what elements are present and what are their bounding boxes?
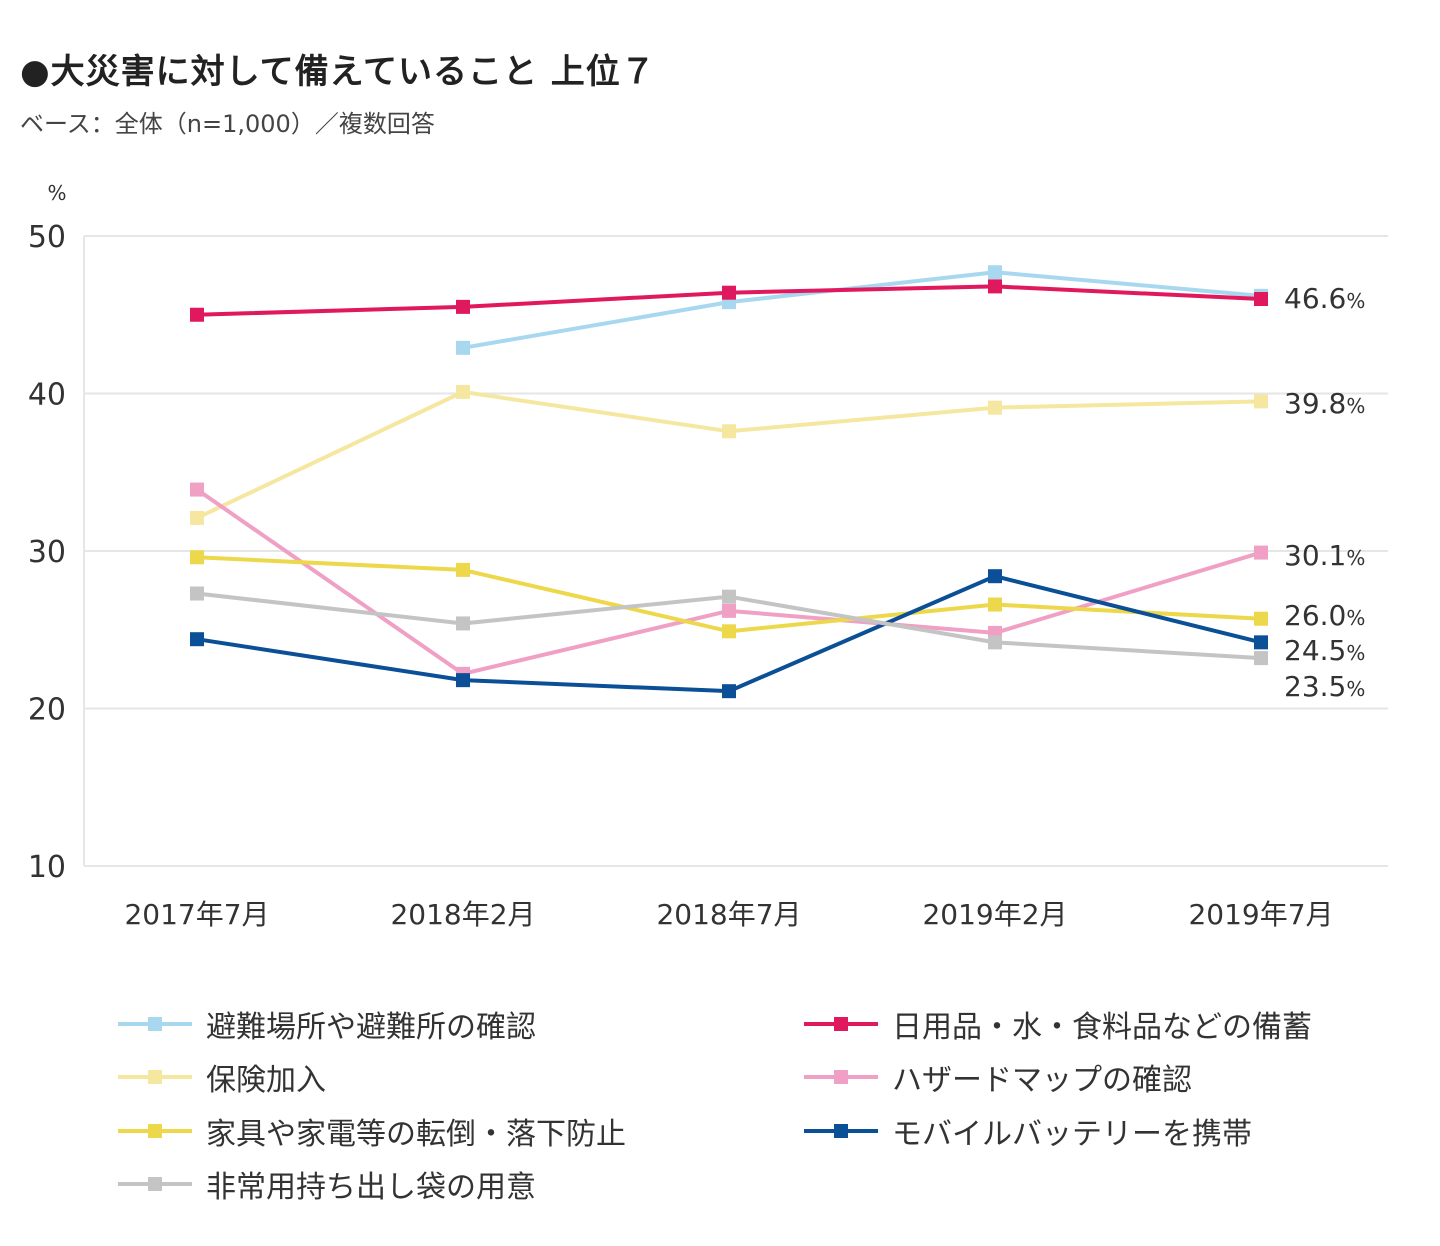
data-point <box>456 673 470 688</box>
y-tick-label: 20 <box>28 693 66 728</box>
x-tick-label: 2019年2月 <box>922 898 1067 931</box>
end-value-unit: % <box>1346 546 1365 570</box>
y-tick-label: 50 <box>28 220 66 255</box>
data-point <box>722 285 736 300</box>
y-tick-label: 10 <box>28 850 66 885</box>
data-point <box>190 510 204 525</box>
data-point <box>190 586 204 601</box>
data-point <box>1254 635 1268 650</box>
x-tick-label: 2018年2月 <box>390 898 535 931</box>
end-value-label: 24.5% <box>1284 634 1365 667</box>
data-point <box>1254 611 1268 626</box>
end-value-label: 46.6% <box>1284 282 1365 315</box>
data-point <box>722 603 736 618</box>
data-point <box>190 482 204 497</box>
end-value-label: 30.1% <box>1284 539 1365 572</box>
y-tick-label: 40 <box>28 378 66 413</box>
end-value-label: 26.0% <box>1284 599 1365 632</box>
data-point <box>190 550 204 565</box>
data-point <box>456 616 470 631</box>
end-value-label: 23.5% <box>1284 670 1365 703</box>
data-point <box>456 340 470 355</box>
data-point <box>722 589 736 604</box>
data-point <box>722 684 736 699</box>
end-value-unit: % <box>1346 606 1365 630</box>
data-point <box>722 424 736 439</box>
data-point <box>988 597 1002 612</box>
y-unit-label: % <box>47 181 66 205</box>
y-tick-label: 30 <box>28 535 66 570</box>
data-point <box>190 307 204 322</box>
x-tick-label: 2019年7月 <box>1188 898 1333 931</box>
data-point <box>456 299 470 314</box>
data-point <box>722 624 736 639</box>
data-point <box>1254 292 1268 306</box>
data-point <box>1254 651 1268 666</box>
end-value-unit: % <box>1346 289 1365 313</box>
data-point <box>988 400 1002 415</box>
series-line-0 <box>462 270 1262 350</box>
end-value-label: 39.8% <box>1284 387 1365 420</box>
series-line-2 <box>196 389 1262 520</box>
data-point <box>988 279 1002 294</box>
chart-subtitle: ベース：全体（n=1,000）／複数回答 <box>20 110 435 138</box>
end-value-unit: % <box>1346 641 1365 665</box>
data-point <box>190 632 204 647</box>
series-line-3 <box>195 487 1262 676</box>
end-value-unit: % <box>1346 677 1365 701</box>
data-point <box>988 635 1002 650</box>
x-tick-label: 2017年7月 <box>124 898 269 931</box>
data-point <box>456 562 470 577</box>
x-tick-label: 2018年7月 <box>656 898 801 931</box>
data-point <box>988 569 1002 584</box>
data-point <box>456 384 470 399</box>
data-point <box>988 265 1002 280</box>
data-point <box>1254 545 1268 560</box>
end-value-unit: % <box>1346 394 1365 418</box>
chart-title: ●大災害に対して備えていること 上位７ <box>20 52 656 92</box>
data-point <box>1254 394 1268 409</box>
